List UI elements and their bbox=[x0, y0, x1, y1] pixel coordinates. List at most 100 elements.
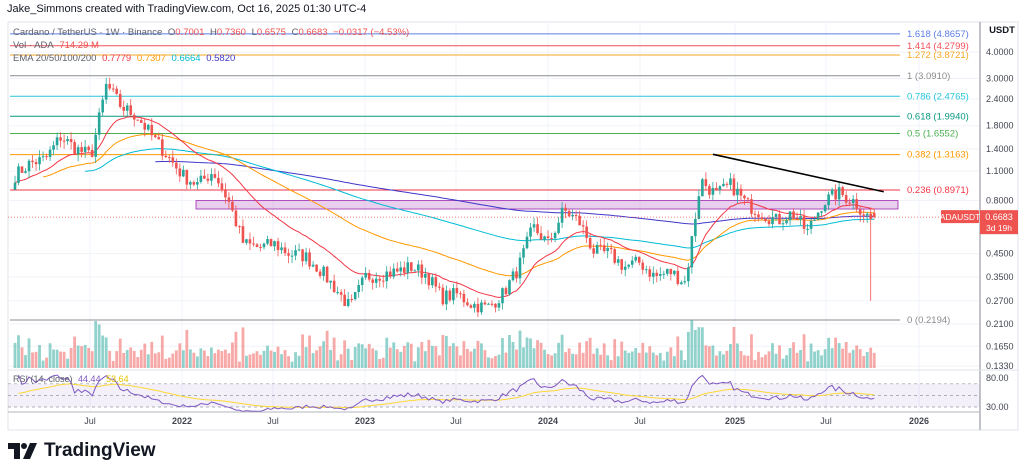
volume-bar bbox=[360, 344, 364, 368]
candle-body bbox=[417, 264, 420, 271]
volume-bar bbox=[315, 350, 319, 368]
candle-body bbox=[809, 220, 813, 229]
x-tick-label: Jul bbox=[450, 416, 462, 426]
volume-bar bbox=[399, 351, 403, 368]
volume-bar bbox=[872, 352, 876, 368]
candle-body bbox=[550, 237, 553, 239]
volume-bar bbox=[318, 346, 322, 368]
symbol-legend[interactable]: Cardano / TetherUS · 1W · Binance O0.700… bbox=[13, 27, 412, 38]
candle-body bbox=[750, 199, 753, 214]
volume-bar bbox=[245, 355, 248, 368]
y-tick-label: 0.4500 bbox=[986, 249, 1014, 259]
symbol-tag bbox=[941, 210, 979, 224]
volume-bar bbox=[834, 337, 838, 368]
volume-bar bbox=[402, 345, 406, 368]
volume-bar bbox=[367, 343, 371, 368]
volume-bar bbox=[108, 350, 112, 368]
ema-legend[interactable]: EMA 20/50/100/200 0.7779 0.7307 0.6664 0… bbox=[13, 53, 238, 64]
candle-body bbox=[203, 175, 206, 179]
candle-body bbox=[613, 249, 616, 263]
candle-body bbox=[792, 211, 795, 219]
candle-body bbox=[175, 162, 178, 169]
symbol-tag-text: ADAUSDT bbox=[940, 212, 981, 222]
candle-body bbox=[178, 168, 182, 177]
volume-bar bbox=[322, 341, 326, 368]
candle-body bbox=[522, 248, 525, 258]
volume-bar bbox=[480, 343, 483, 368]
candle-body bbox=[164, 155, 168, 158]
volume-bar bbox=[388, 347, 392, 368]
candle-body bbox=[753, 213, 757, 215]
volume-bar bbox=[651, 352, 655, 368]
candle-body bbox=[799, 216, 802, 220]
volume-bar bbox=[195, 356, 199, 368]
volume-bar bbox=[795, 352, 799, 368]
rsi-legend[interactable]: RSI (14, close) 44.44 53.64 bbox=[13, 374, 132, 384]
candle-body bbox=[669, 268, 673, 275]
volume-bar bbox=[339, 354, 343, 368]
volume-bar bbox=[750, 334, 753, 368]
volume-bar bbox=[729, 343, 732, 368]
candle-body bbox=[294, 250, 297, 256]
candle-body bbox=[353, 292, 357, 300]
volume-bar bbox=[550, 355, 553, 368]
volume-bar bbox=[227, 353, 231, 368]
candle-body bbox=[697, 196, 701, 219]
fib-retracement[interactable]: 1.618 (4.8657)1.414 (4.2799)1.272 (3.872… bbox=[10, 29, 969, 326]
candle-body bbox=[76, 147, 80, 155]
candle-body bbox=[66, 139, 69, 142]
candle-body bbox=[497, 303, 501, 308]
volume-bar bbox=[855, 345, 859, 368]
candle-body bbox=[367, 272, 371, 280]
volume-bar bbox=[532, 348, 536, 368]
candle-body bbox=[329, 280, 332, 283]
volume-bar bbox=[104, 337, 108, 368]
candle-body bbox=[297, 249, 301, 251]
candle-body bbox=[708, 186, 711, 195]
candle-body bbox=[290, 255, 294, 257]
x-tick-label: Jul bbox=[84, 416, 96, 426]
candle-body bbox=[529, 227, 532, 237]
tradingview-logo[interactable]: TradingView bbox=[8, 440, 156, 462]
volume-bar bbox=[830, 348, 834, 368]
volume-bar bbox=[662, 360, 666, 368]
candle-body bbox=[445, 290, 448, 305]
volume-bar bbox=[497, 354, 501, 368]
volume-bar bbox=[31, 352, 34, 368]
candle-body bbox=[41, 156, 45, 158]
candle-body bbox=[69, 139, 73, 143]
candle-body bbox=[350, 298, 353, 300]
volume-bar bbox=[858, 349, 862, 368]
volume-bar bbox=[844, 342, 848, 368]
candle-body bbox=[234, 210, 238, 227]
volume-bar bbox=[848, 352, 852, 368]
candle-body bbox=[255, 244, 259, 248]
candle-body bbox=[606, 247, 609, 252]
rsi-value: 44.44 bbox=[78, 374, 101, 384]
ema50-value: 0.7307 bbox=[136, 53, 166, 64]
x-tick-label: Jul bbox=[634, 416, 646, 426]
candle-body bbox=[525, 236, 529, 249]
volume-bar bbox=[280, 354, 283, 368]
candle-body bbox=[157, 137, 161, 140]
volume-bar bbox=[788, 348, 792, 368]
volume-bar bbox=[392, 342, 396, 368]
volume-bar bbox=[504, 352, 508, 368]
candle-body bbox=[848, 202, 851, 204]
volume-bar bbox=[34, 351, 38, 368]
candle-body bbox=[764, 218, 767, 222]
x-tick-label: 2023 bbox=[355, 416, 375, 426]
volume-bar bbox=[252, 353, 255, 368]
volume-bar bbox=[217, 349, 220, 368]
candle-body bbox=[283, 247, 287, 254]
candle-body bbox=[388, 271, 392, 277]
candle-body bbox=[371, 279, 375, 283]
candle-body bbox=[308, 252, 311, 267]
volume-legend[interactable]: Vol · ADA 714.29 M bbox=[13, 40, 102, 51]
volume-bar bbox=[143, 343, 147, 368]
candle-body bbox=[248, 239, 252, 244]
candle-body bbox=[182, 169, 185, 177]
volume-bar bbox=[669, 347, 673, 368]
candle-body bbox=[434, 277, 438, 287]
